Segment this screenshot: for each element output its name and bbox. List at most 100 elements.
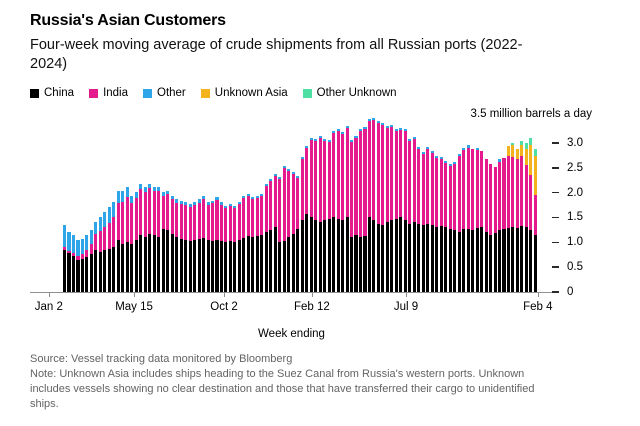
bar-segment-india	[255, 197, 259, 237]
footer-note-line: Note: Unknown Asia includes ships headin…	[30, 368, 525, 380]
bar-segment-china	[197, 239, 201, 292]
bar-segment-china	[139, 235, 143, 292]
bar-segment-other	[71, 235, 76, 254]
bar-segment-other	[152, 187, 156, 192]
bar	[228, 204, 232, 292]
bar-segment-china	[184, 240, 188, 292]
x-tick-mark	[134, 292, 136, 297]
bar-segment-india	[170, 199, 174, 234]
bar-segment-china	[228, 241, 232, 292]
bar-segment-india	[444, 162, 448, 228]
y-tick-dash-icon	[552, 266, 559, 268]
bar	[363, 127, 367, 292]
bar-segment-china	[202, 238, 206, 292]
bar-segment-other	[354, 135, 358, 138]
bar-segment-china	[376, 223, 380, 292]
bar	[116, 190, 120, 292]
bar-segment-other	[224, 205, 228, 208]
bar-segment-china	[291, 233, 295, 292]
bar-segment-other	[63, 224, 67, 248]
bar	[412, 137, 416, 292]
bar-segment-india	[202, 199, 206, 239]
bar-segment-china	[350, 237, 354, 292]
bar-segment-other	[296, 175, 300, 178]
bar-segment-india	[188, 206, 192, 242]
bar-segment-china	[399, 217, 403, 292]
bar-segment-india	[175, 202, 179, 238]
bar-segment-other	[107, 207, 111, 224]
bar-segment-china	[63, 249, 67, 292]
bar	[112, 202, 116, 292]
legend-item-china: China	[30, 87, 74, 99]
bar	[309, 137, 313, 292]
bar-segment-china	[412, 221, 416, 292]
bar-segment-china	[453, 230, 457, 292]
bar	[408, 139, 412, 292]
bar-segment-other	[188, 204, 192, 207]
bar-segment-india	[251, 199, 255, 238]
legend-swatch-icon	[89, 88, 99, 98]
bar-segment-other	[89, 230, 93, 244]
bar	[520, 141, 524, 292]
bar-segment-china	[112, 247, 116, 292]
bar-segment-india	[529, 175, 533, 230]
bar-segment-other	[426, 147, 430, 150]
bar	[184, 202, 188, 292]
bar-segment-india	[278, 179, 282, 242]
bar-segment-china	[381, 225, 385, 292]
bar	[385, 126, 389, 292]
bar	[457, 154, 461, 292]
bar-segment-other	[179, 200, 183, 205]
bar	[291, 172, 295, 292]
bar-segment-china	[417, 223, 421, 292]
bar-segment-china	[480, 227, 484, 292]
bar	[143, 187, 147, 292]
bar-segment-china	[264, 232, 268, 292]
bar-segment-india	[76, 255, 80, 260]
bar-segment-china	[251, 237, 255, 292]
bar-segment-india	[300, 159, 304, 221]
bar-segment-other	[345, 125, 349, 128]
bar	[134, 192, 138, 292]
bar	[327, 140, 331, 292]
bar	[448, 164, 452, 292]
bar	[296, 175, 300, 292]
bar-segment-china	[282, 240, 286, 292]
bar-segment-other	[219, 202, 223, 205]
bar-segment-india	[426, 149, 430, 224]
bar-segment-india	[291, 174, 295, 234]
bar-segment-other	[98, 216, 102, 231]
bar-segment-india	[116, 203, 120, 241]
bar	[210, 200, 215, 292]
bar-segment-other	[305, 145, 309, 148]
bar-segment-other	[242, 195, 246, 198]
x-tick-mark	[311, 292, 313, 297]
bar	[246, 194, 250, 292]
bar-segment-india	[166, 194, 170, 230]
legend-swatch-icon	[302, 88, 312, 98]
bar	[426, 147, 430, 292]
bar-segment-india	[520, 156, 524, 227]
bar-segment-other	[197, 199, 201, 203]
bar-segment-china	[489, 234, 493, 292]
bar-segment-china	[533, 234, 537, 292]
bar-segment-india	[314, 140, 318, 221]
legend-swatch-icon	[200, 88, 210, 98]
y-tick: 2.5	[552, 161, 583, 175]
y-tick-dash-icon	[552, 191, 559, 194]
bar-segment-china	[71, 256, 76, 292]
bar-segment-india	[282, 167, 286, 241]
bar-segment-india	[381, 124, 385, 226]
bar-segment-india	[412, 139, 416, 222]
y-tick: 0.5	[552, 260, 583, 274]
bar-segment-china	[421, 225, 425, 292]
bar	[206, 202, 210, 292]
legend-label: Other	[157, 87, 186, 99]
bar-segment-china	[367, 217, 371, 292]
bar-segment-india	[332, 132, 336, 217]
bar-segment-india	[471, 149, 475, 230]
legend-item-other-unknown: Other Unknown	[302, 87, 397, 99]
bar-segment-other	[143, 187, 147, 193]
bar-segment-india	[511, 156, 515, 228]
